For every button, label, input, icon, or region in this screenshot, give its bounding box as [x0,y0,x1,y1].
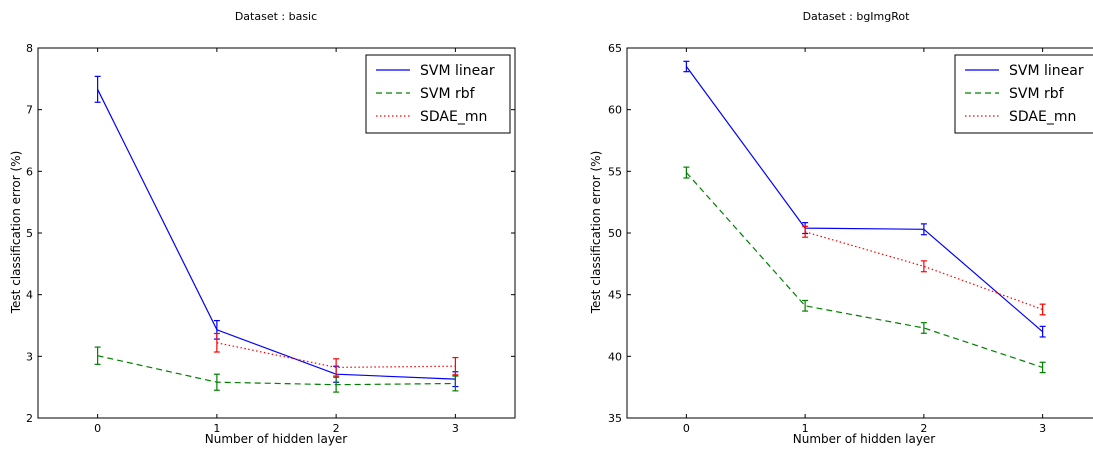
legend: SVM linear SVM rbf SDAE_mn [365,54,511,134]
series-line-svm-rbf [685,172,1043,368]
error-bar [920,223,927,236]
legend-label: SVM linear [1009,63,1084,79]
y-tick-label: 55 [608,165,622,178]
error-bar [333,376,340,393]
x-tick-label: 2 [333,422,340,435]
error-bar [920,260,927,273]
series-line-sdae-mn [804,231,1043,311]
error-bar [683,60,690,73]
error-bar [920,322,927,334]
legend-label: SDAE_mn [420,109,487,125]
y-tick-label: 65 [608,42,622,55]
x-tick-label: 2 [920,422,927,435]
error-bar [1039,303,1046,316]
chart-title: Dataset : bgImgRot [803,10,911,23]
error-bar [213,332,220,353]
y-tick-label: 8 [26,42,33,55]
error-bar [1039,325,1046,338]
series-line-svm-linear [685,66,1043,333]
y-tick-label: 4 [26,289,33,302]
legend-label: SVM rbf [1009,86,1065,102]
y-tick-label: 6 [26,165,33,178]
y-axis-label: Test classification error (%) [9,151,23,315]
legend-frame [365,54,511,134]
y-tick-label: 2 [26,412,33,425]
legend-label: SVM rbf [420,86,476,102]
x-tick-label: 0 [94,422,101,435]
y-axis-label: Test classification error (%) [589,151,603,315]
error-bar [802,225,809,238]
error-bar [802,299,809,312]
error-bar [1039,361,1046,374]
legend-frame [954,54,1093,134]
y-tick-label: 50 [608,227,622,240]
y-tick-label: 7 [26,104,33,117]
y-tick-label: 3 [26,350,33,363]
error-bar [333,358,340,377]
error-bar [213,373,220,391]
chart-basic: Dataset : basic Number of hidden layer T… [9,10,516,446]
error-bar [94,346,101,365]
error-bar [94,75,101,103]
chart-title: Dataset : basic [235,10,317,23]
error-bar [452,356,459,376]
y-tick-label: 5 [26,227,33,240]
series-line-svm-rbf [97,355,456,386]
y-tick-label: 35 [608,412,622,425]
error-bar [452,375,459,392]
legend: SVM linear SVM rbf SDAE_mn [954,54,1093,134]
x-axis-label: Number of hidden layer [793,432,936,446]
y-tick-label: 60 [608,104,622,117]
x-tick-label: 1 [213,422,220,435]
x-axis-label: Number of hidden layer [205,432,348,446]
series-line-sdae-mn [216,342,456,369]
y-tick-label: 45 [608,289,622,302]
x-tick-label: 0 [683,422,690,435]
legend-label: SDAE_mn [1009,109,1076,125]
legend-label: SVM linear [420,63,495,79]
series-line-svm-linear [97,89,456,380]
x-tick-label: 1 [802,422,809,435]
x-tick-label: 3 [1039,422,1046,435]
chart-bgimgrot: Dataset : bgImgRot Number of hidden laye… [589,10,1093,446]
error-bar [683,166,690,179]
x-tick-label: 3 [452,422,459,435]
y-tick-label: 40 [608,350,622,363]
